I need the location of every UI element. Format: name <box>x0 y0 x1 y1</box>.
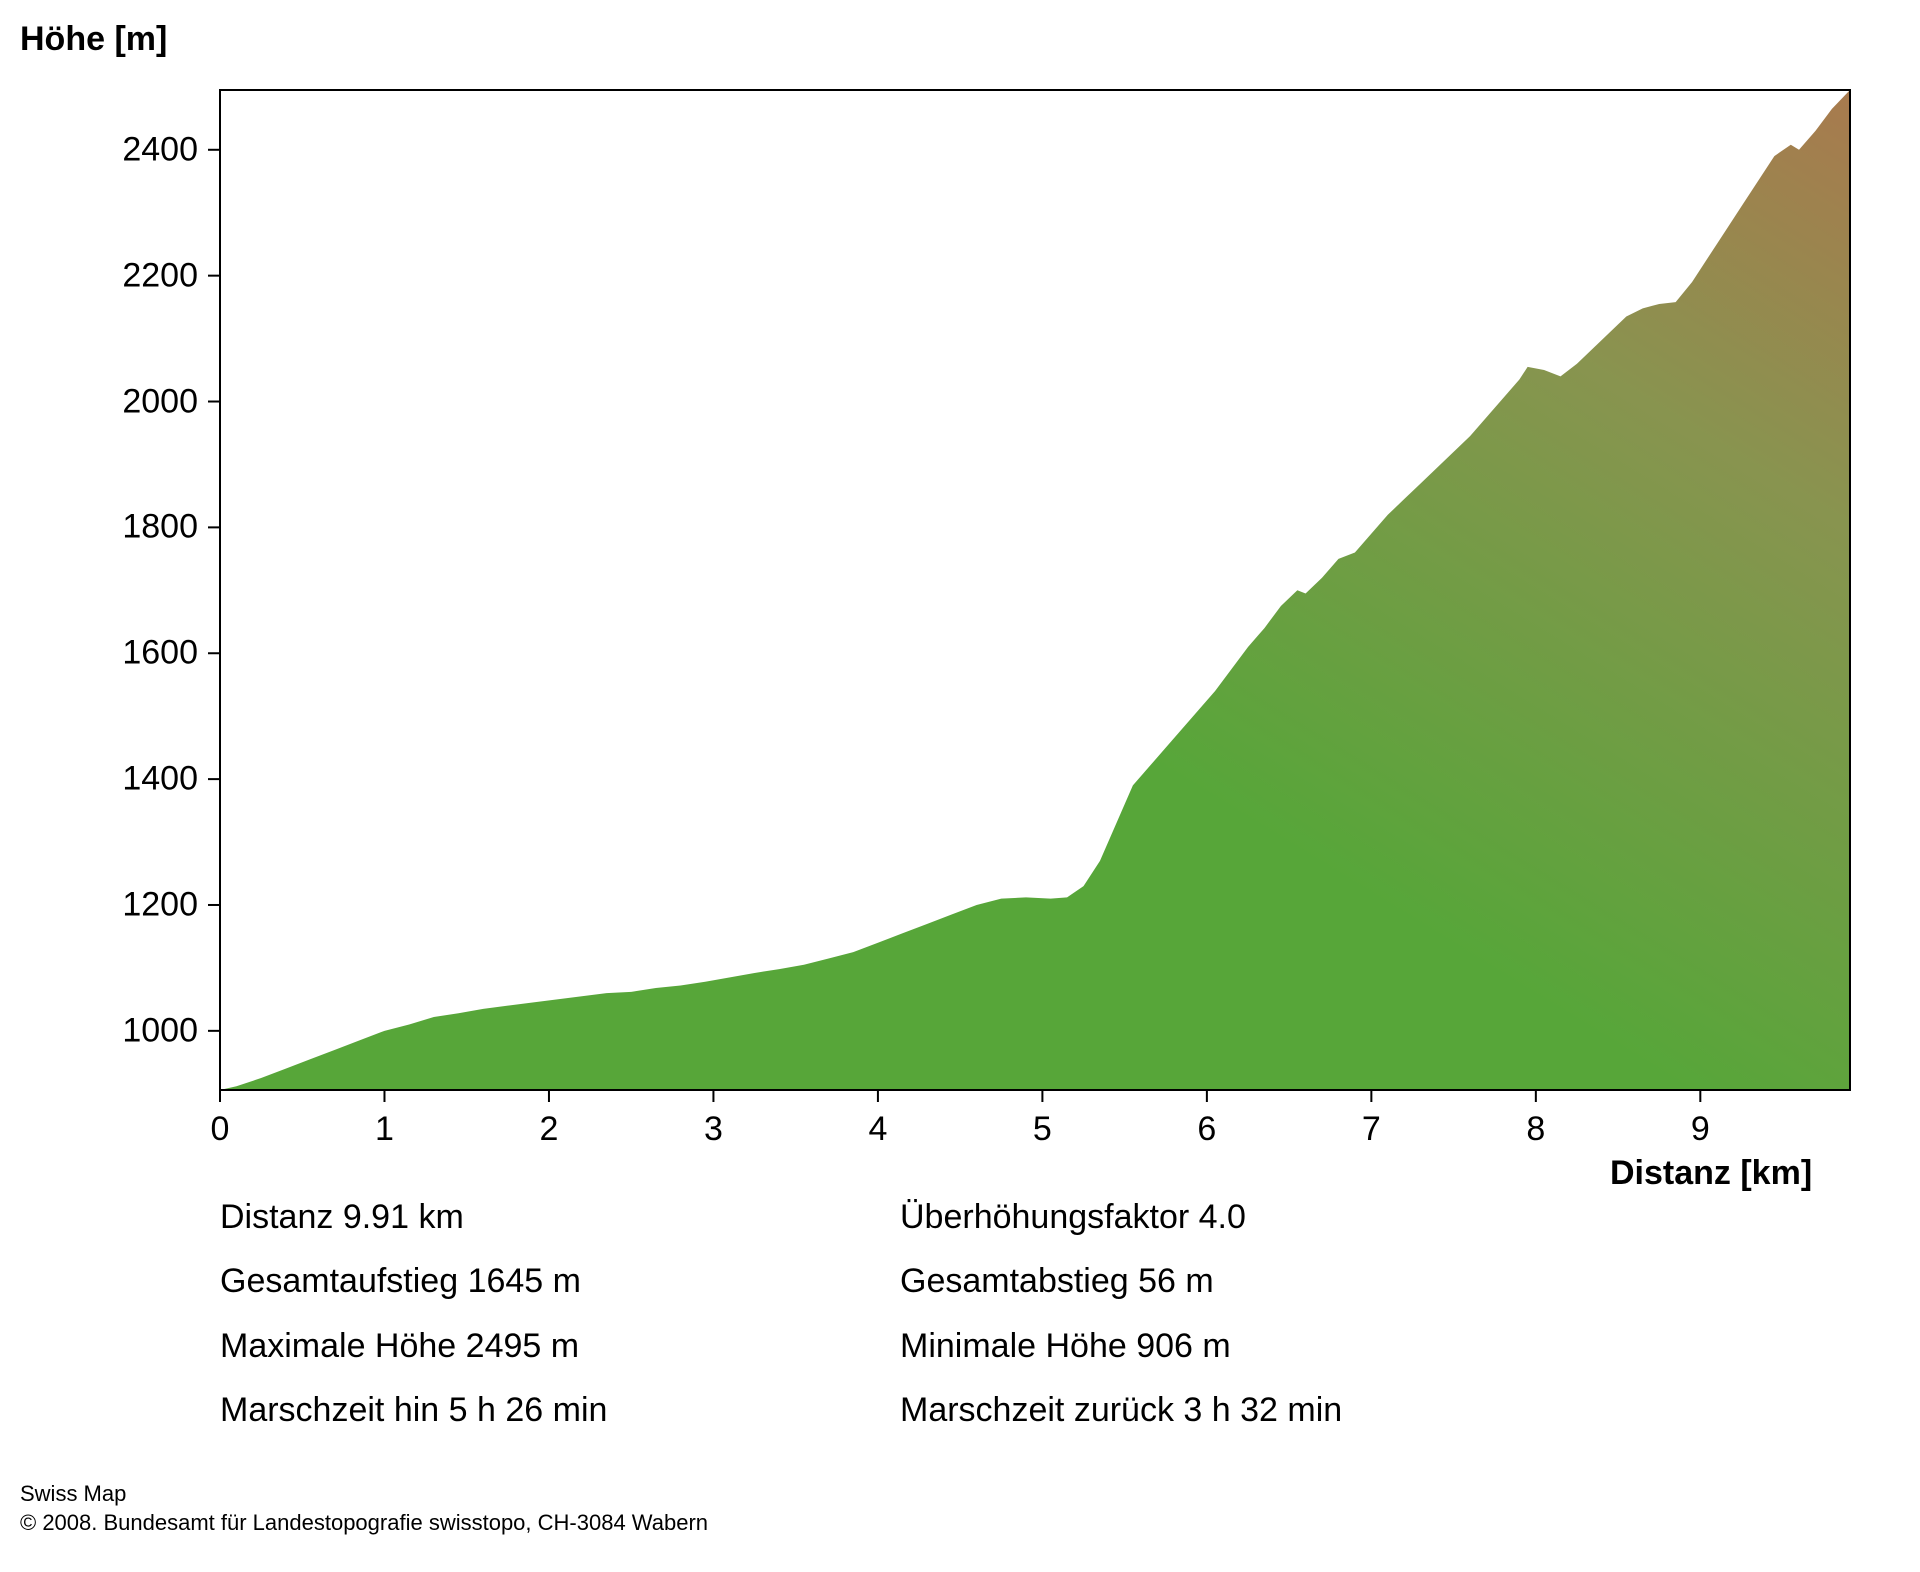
stat-label: Gesamtabstieg <box>900 1262 1129 1300</box>
stat-label: Marschzeit hin <box>220 1391 439 1429</box>
footer-line1: Swiss Map <box>20 1480 708 1509</box>
x-tick-label: 0 <box>211 1110 230 1149</box>
stat-label: Gesamtaufstieg <box>220 1262 458 1300</box>
y-tick-label: 1800 <box>98 508 198 547</box>
x-tick-label: 1 <box>375 1110 394 1149</box>
stat-left: Marschzeit hin 5 h 26 min <box>220 1383 900 1437</box>
footer-line2: © 2008. Bundesamt für Landestopografie s… <box>20 1509 708 1538</box>
stat-right: Überhöhungsfaktor 4.0 <box>900 1190 1620 1244</box>
stat-left: Distanz 9.91 km <box>220 1190 900 1244</box>
stats-row: Maximale Höhe 2495 mMinimale Höhe 906 m <box>220 1319 1620 1373</box>
x-tick-label: 9 <box>1691 1110 1710 1149</box>
stats-row: Distanz 9.91 kmÜberhöhungsfaktor 4.0 <box>220 1190 1620 1244</box>
route-stats: Distanz 9.91 kmÜberhöhungsfaktor 4.0Gesa… <box>220 1190 1620 1448</box>
stat-label: Distanz <box>220 1198 333 1236</box>
stat-value: 5 h 26 min <box>449 1391 608 1429</box>
y-tick-label: 1600 <box>98 634 198 673</box>
x-tick-label: 7 <box>1362 1110 1381 1149</box>
y-tick-label: 2200 <box>98 256 198 295</box>
x-tick-label: 5 <box>1033 1110 1052 1149</box>
x-axis-title: Distanz [km] <box>1610 1154 1812 1193</box>
stat-left: Gesamtaufstieg 1645 m <box>220 1254 900 1308</box>
y-tick-label: 1400 <box>98 760 198 799</box>
y-tick-label: 1000 <box>98 1011 198 1050</box>
stat-right: Gesamtabstieg 56 m <box>900 1254 1620 1308</box>
stat-value: 1645 m <box>468 1262 581 1300</box>
elevation-area <box>220 90 1850 1090</box>
footer-attribution: Swiss Map © 2008. Bundesamt für Landesto… <box>20 1480 708 1537</box>
x-tick-label: 8 <box>1526 1110 1545 1149</box>
chart-svg <box>220 90 1850 1090</box>
stat-label: Überhöhungsfaktor <box>900 1198 1189 1236</box>
stat-left: Maximale Höhe 2495 m <box>220 1319 900 1373</box>
stat-label: Minimale Höhe <box>900 1327 1127 1365</box>
x-tick-label: 6 <box>1197 1110 1216 1149</box>
stat-right: Minimale Höhe 906 m <box>900 1319 1620 1373</box>
x-tick-label: 4 <box>868 1110 887 1149</box>
y-tick-label: 1200 <box>98 885 198 924</box>
stat-right: Marschzeit zurück 3 h 32 min <box>900 1383 1620 1437</box>
stat-value: 906 m <box>1136 1327 1231 1365</box>
stat-value: 56 m <box>1138 1262 1214 1300</box>
x-tick-label: 2 <box>539 1110 558 1149</box>
page: Höhe [m] 1000120014001600180020002200240… <box>0 0 1920 1572</box>
stat-value: 9.91 km <box>343 1198 464 1236</box>
y-tick-label: 2400 <box>98 130 198 169</box>
x-tick-label: 3 <box>704 1110 723 1149</box>
stat-value: 2495 m <box>466 1327 579 1365</box>
stats-row: Marschzeit hin 5 h 26 minMarschzeit zurü… <box>220 1383 1620 1437</box>
stat-label: Marschzeit zurück <box>900 1391 1174 1429</box>
stat-value: 3 h 32 min <box>1183 1391 1342 1429</box>
elevation-chart <box>220 90 1850 1090</box>
stat-label: Maximale Höhe <box>220 1327 456 1365</box>
y-tick-label: 2000 <box>98 382 198 421</box>
y-axis-title: Höhe [m] <box>20 20 167 59</box>
stats-row: Gesamtaufstieg 1645 mGesamtabstieg 56 m <box>220 1254 1620 1308</box>
stat-value: 4.0 <box>1199 1198 1246 1236</box>
